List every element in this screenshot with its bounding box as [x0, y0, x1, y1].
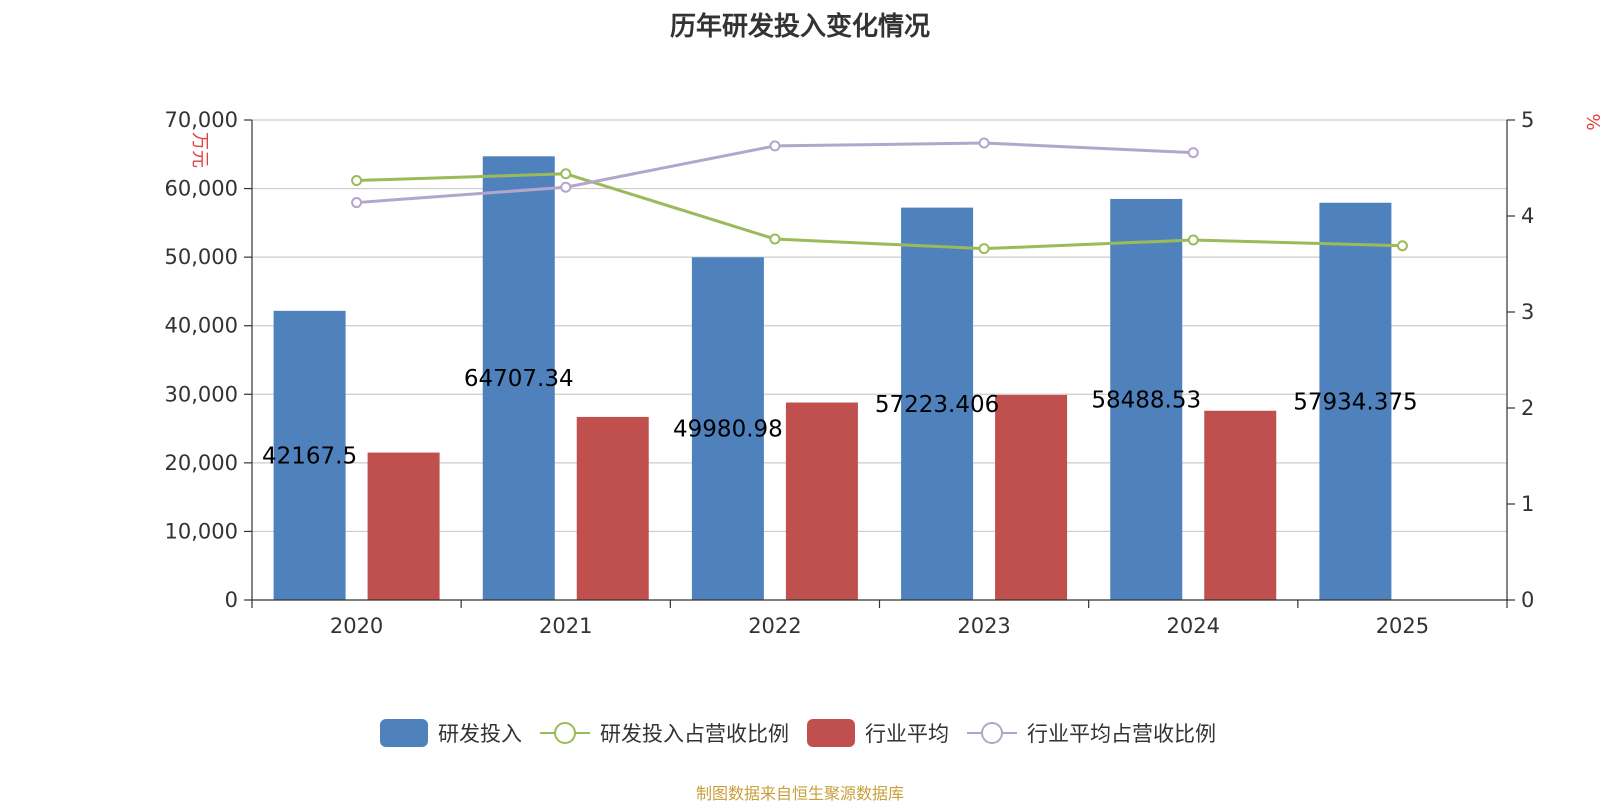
data-label-rd-investment: 57223.406 [875, 392, 999, 418]
point-rd-ratio [1396, 240, 1408, 252]
bar-rd-investment [691, 257, 764, 600]
legend-item-rd-ratio[interactable]: 研发投入占营收比例 [540, 718, 789, 748]
grid-lines [252, 119, 1507, 533]
bar-rd-investment [1319, 202, 1392, 600]
y-left-tick-label: 70,000 [165, 108, 238, 132]
y-left-tick-label: 50,000 [165, 245, 238, 269]
bar-industry-average [576, 416, 649, 600]
legend-line-industry-ratio-icon [967, 722, 1017, 744]
bar-rd-investment [1110, 198, 1183, 600]
x-tick-label: 2020 [330, 614, 383, 638]
legend-item-industry-ratio[interactable]: 行业平均占营收比例 [967, 718, 1216, 748]
legend-item-industry-average[interactable]: 行业平均 [807, 718, 949, 748]
line-industry-ratio [356, 141, 1194, 205]
y-right-tick-label: 0 [1521, 588, 1534, 612]
x-tick-label: 2021 [539, 614, 592, 638]
y-left-tick-label: 40,000 [165, 314, 238, 338]
point-industry-ratio [978, 137, 990, 149]
point-rd-ratio [978, 243, 990, 255]
legend-label-industry-average: 行业平均 [865, 722, 949, 746]
y-left-tick-label: 0 [225, 588, 238, 612]
point-industry-ratio [351, 197, 363, 209]
data-label-rd-investment: 57934.375 [1293, 389, 1417, 415]
bar-industry-average [1204, 410, 1277, 600]
x-tick-label: 2022 [748, 614, 801, 638]
legend-swatch-rd-investment [380, 719, 428, 747]
y-right-tick-label: 2 [1521, 396, 1534, 420]
point-rd-ratio [560, 168, 572, 180]
legend-label-industry-ratio: 行业平均占营收比例 [1027, 722, 1216, 746]
bar-industry-average [785, 402, 858, 600]
y-right-tick-label: 3 [1521, 300, 1534, 324]
y-left-tick-label: 20,000 [165, 451, 238, 475]
bar-industry-average [367, 452, 440, 600]
axis-layer: 0 10,000 20,000 30,000 40,000 50,000 60,000 70,… [165, 108, 1600, 638]
bar-rd-investment [901, 207, 974, 600]
y-left-tick-label: 60,000 [165, 177, 238, 201]
x-tick-label: 2023 [957, 614, 1010, 638]
bar-rd-investment [482, 156, 555, 600]
legend: 研发投入 研发投入占营收比例 行业平均 行业平均占营收比例 [0, 718, 1600, 748]
point-industry-ratio [560, 181, 572, 193]
point-rd-ratio [769, 233, 781, 245]
y-left-unit-label: 万元 [189, 132, 210, 168]
point-rd-ratio [1187, 234, 1199, 246]
point-industry-ratio [769, 140, 781, 152]
bar-industry-average [995, 394, 1068, 600]
chart-title: 历年研发投入变化情况 [669, 12, 930, 42]
line-rd-ratio [356, 172, 1403, 251]
y-left-tick-label: 30,000 [165, 382, 238, 406]
data-source-note: 制图数据来自恒生聚源数据库 [695, 784, 904, 803]
line-layer [351, 137, 1408, 255]
data-label-rd-investment: 58488.53 [1091, 387, 1201, 413]
y-right-unit-label: % [1582, 113, 1600, 130]
legend-label-rd-investment: 研发投入 [438, 722, 522, 746]
bar-layer [273, 156, 1392, 600]
data-label-rd-investment: 42167.5 [262, 443, 357, 469]
y-right-tick-label: 1 [1521, 492, 1534, 516]
legend-line-rd-ratio-icon [540, 722, 590, 744]
data-label-rd-investment: 49980.98 [673, 417, 783, 443]
x-tick-label: 2024 [1167, 614, 1220, 638]
bar-rd-investment [273, 310, 346, 600]
y-right-tick-label: 5 [1521, 108, 1534, 132]
y-right-tick-label: 4 [1521, 204, 1534, 228]
y-left-tick-label: 10,000 [165, 519, 238, 543]
point-rd-ratio [351, 174, 363, 186]
legend-swatch-industry-average [807, 719, 855, 747]
point-industry-ratio [1187, 147, 1199, 159]
legend-item-rd-investment[interactable]: 研发投入 [380, 718, 522, 748]
x-tick-label: 2025 [1376, 614, 1429, 638]
data-label-rd-investment: 64707.34 [464, 366, 574, 392]
data-label-layer: 42167.5 64707.34 49980.98 57223.406 58488.53… [262, 366, 1418, 469]
legend-label-rd-ratio: 研发投入占营收比例 [600, 722, 789, 746]
